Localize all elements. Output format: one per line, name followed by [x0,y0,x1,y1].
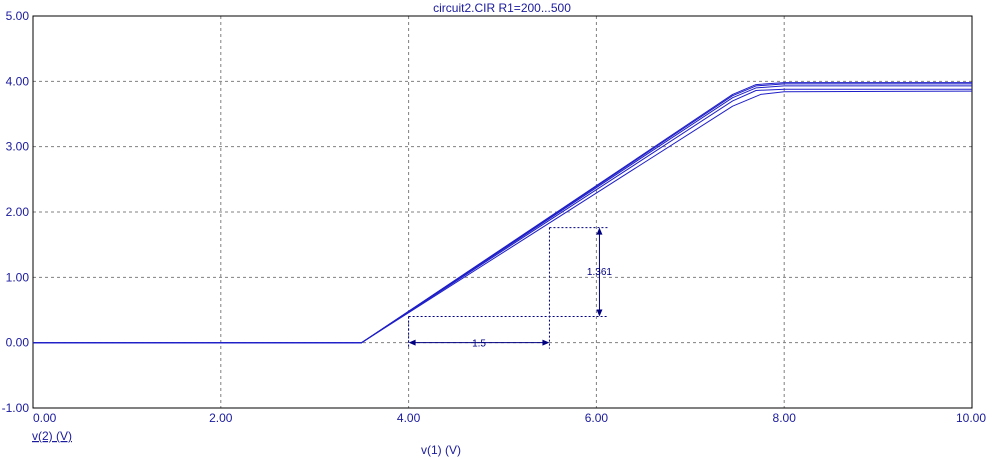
y-tick-label: 1.00 [6,270,30,284]
dx-label: 1.5 [472,339,486,350]
y-axis-label: v(2) (V) [32,429,72,443]
y-tick-label: 0.00 [6,336,30,350]
y-tick-label: 5.00 [6,9,30,23]
x-tick-label: 0.00 [33,411,57,425]
x-axis-label: v(1) (V) [421,443,461,457]
y-tick-label: 3.00 [6,140,30,154]
x-tick-label: 2.00 [209,411,233,425]
dy-label: 1.361 [587,267,612,278]
x-tick-label: 4.00 [397,411,421,425]
y-tick-label: 4.00 [6,74,30,88]
x-tick-label: 10.00 [956,411,986,425]
chart-title: circuit2.CIR R1=200...500 [433,1,571,15]
y-tick-label: 2.00 [6,205,30,219]
y-tick-label: -1.00 [2,401,30,415]
x-tick-label: 8.00 [773,411,797,425]
x-tick-label: 6.00 [585,411,609,425]
